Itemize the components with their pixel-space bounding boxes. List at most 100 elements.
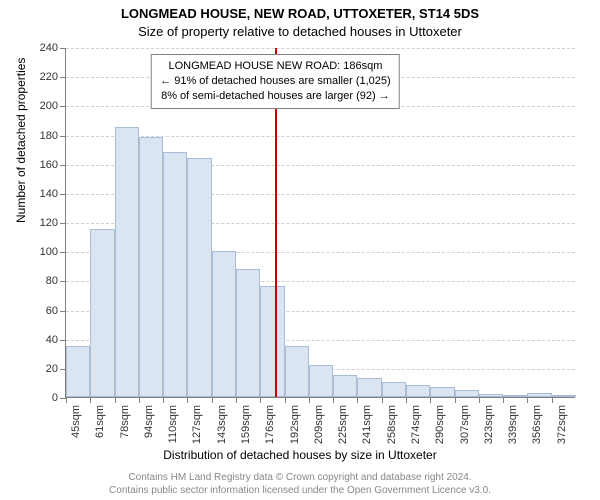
x-tick	[406, 397, 407, 403]
grid-line	[66, 136, 575, 137]
y-tick	[60, 77, 66, 78]
y-tick-label: 160	[40, 159, 58, 171]
plot-area: 02040608010012014016018020022024045sqm61…	[65, 48, 575, 398]
x-tick	[163, 397, 164, 403]
y-tick-label: 180	[40, 130, 58, 142]
x-tick	[333, 397, 334, 403]
x-tick	[455, 397, 456, 403]
x-tick-label: 78sqm	[119, 405, 131, 438]
reference-info-box: LONGMEAD HOUSE NEW ROAD: 186sqm← 91% of …	[151, 54, 400, 109]
x-tick	[357, 397, 358, 403]
y-tick-label: 220	[40, 71, 58, 83]
histogram-bar	[552, 395, 576, 397]
x-tick-label: 127sqm	[191, 405, 203, 444]
y-tick-label: 80	[46, 275, 58, 287]
x-tick	[382, 397, 383, 403]
x-tick-label: 61sqm	[94, 405, 106, 438]
x-tick	[115, 397, 116, 403]
grid-line	[66, 48, 575, 49]
info-box-line: 8% of semi-detached houses are larger (9…	[160, 89, 391, 104]
histogram-bar	[115, 127, 139, 397]
x-tick	[260, 397, 261, 403]
x-tick-label: 307sqm	[459, 405, 471, 444]
y-tick	[60, 252, 66, 253]
x-tick-label: 94sqm	[143, 405, 155, 438]
x-tick-label: 176sqm	[264, 405, 276, 444]
x-tick-label: 372sqm	[556, 405, 568, 444]
histogram-bar	[357, 378, 381, 397]
x-axis-title: Distribution of detached houses by size …	[0, 448, 600, 462]
histogram-bar	[479, 394, 503, 397]
x-tick-label: 356sqm	[531, 405, 543, 444]
info-box-line: LONGMEAD HOUSE NEW ROAD: 186sqm	[160, 59, 391, 74]
y-tick	[60, 194, 66, 195]
histogram-bar	[90, 229, 114, 397]
x-tick-label: 159sqm	[240, 405, 252, 444]
x-tick	[430, 397, 431, 403]
y-axis-title: Number of detached properties	[14, 58, 28, 223]
x-tick	[187, 397, 188, 403]
histogram-bar	[333, 375, 357, 397]
y-tick	[60, 136, 66, 137]
histogram-bar	[455, 390, 479, 397]
x-tick	[479, 397, 480, 403]
footer-copyright: Contains HM Land Registry data © Crown c…	[0, 471, 600, 484]
y-tick	[60, 281, 66, 282]
y-tick	[60, 340, 66, 341]
y-tick-label: 120	[40, 217, 58, 229]
x-tick-label: 258sqm	[386, 405, 398, 444]
x-tick	[285, 397, 286, 403]
y-tick	[60, 311, 66, 312]
histogram-bar	[406, 385, 430, 397]
x-tick-label: 192sqm	[289, 405, 301, 444]
histogram-bar	[139, 137, 163, 397]
x-tick-label: 241sqm	[361, 405, 373, 444]
y-tick	[60, 223, 66, 224]
histogram-bar	[382, 382, 406, 397]
x-tick	[66, 397, 67, 403]
y-tick-label: 20	[46, 363, 58, 375]
histogram-bar	[66, 346, 90, 397]
x-tick-label: 323sqm	[483, 405, 495, 444]
x-tick-label: 209sqm	[313, 405, 325, 444]
y-tick-label: 60	[46, 305, 58, 317]
y-tick-label: 0	[52, 392, 58, 404]
histogram-bar	[285, 346, 309, 397]
x-tick-label: 339sqm	[507, 405, 519, 444]
x-tick	[236, 397, 237, 403]
property-size-histogram: LONGMEAD HOUSE, NEW ROAD, UTTOXETER, ST1…	[0, 0, 600, 500]
y-tick	[60, 106, 66, 107]
x-tick	[552, 397, 553, 403]
x-tick	[139, 397, 140, 403]
info-box-line: ← 91% of detached houses are smaller (1,…	[160, 74, 391, 89]
x-tick-label: 290sqm	[434, 405, 446, 444]
x-tick	[527, 397, 528, 403]
x-tick-label: 225sqm	[337, 405, 349, 444]
histogram-bar	[503, 395, 527, 397]
histogram-bar	[187, 158, 211, 397]
footer-licence: Contains public sector information licen…	[0, 484, 600, 497]
x-tick	[503, 397, 504, 403]
histogram-bar	[309, 365, 333, 397]
y-tick-label: 40	[46, 334, 58, 346]
x-tick	[309, 397, 310, 403]
x-tick-label: 110sqm	[167, 405, 179, 443]
chart-title-line1: LONGMEAD HOUSE, NEW ROAD, UTTOXETER, ST1…	[0, 6, 600, 21]
histogram-bar	[163, 152, 187, 397]
y-tick-label: 240	[40, 42, 58, 54]
x-tick-label: 274sqm	[410, 405, 422, 444]
histogram-bar	[527, 393, 551, 397]
x-tick	[212, 397, 213, 403]
y-tick	[60, 165, 66, 166]
y-tick-label: 200	[40, 100, 58, 112]
x-tick-label: 143sqm	[216, 405, 228, 444]
x-tick-label: 45sqm	[70, 405, 82, 438]
y-tick-label: 100	[40, 246, 58, 258]
histogram-bar	[236, 269, 260, 397]
y-tick-label: 140	[40, 188, 58, 200]
chart-title-line2: Size of property relative to detached ho…	[0, 24, 600, 39]
x-tick	[90, 397, 91, 403]
y-tick	[60, 48, 66, 49]
histogram-bar	[212, 251, 236, 397]
histogram-bar	[430, 387, 454, 397]
